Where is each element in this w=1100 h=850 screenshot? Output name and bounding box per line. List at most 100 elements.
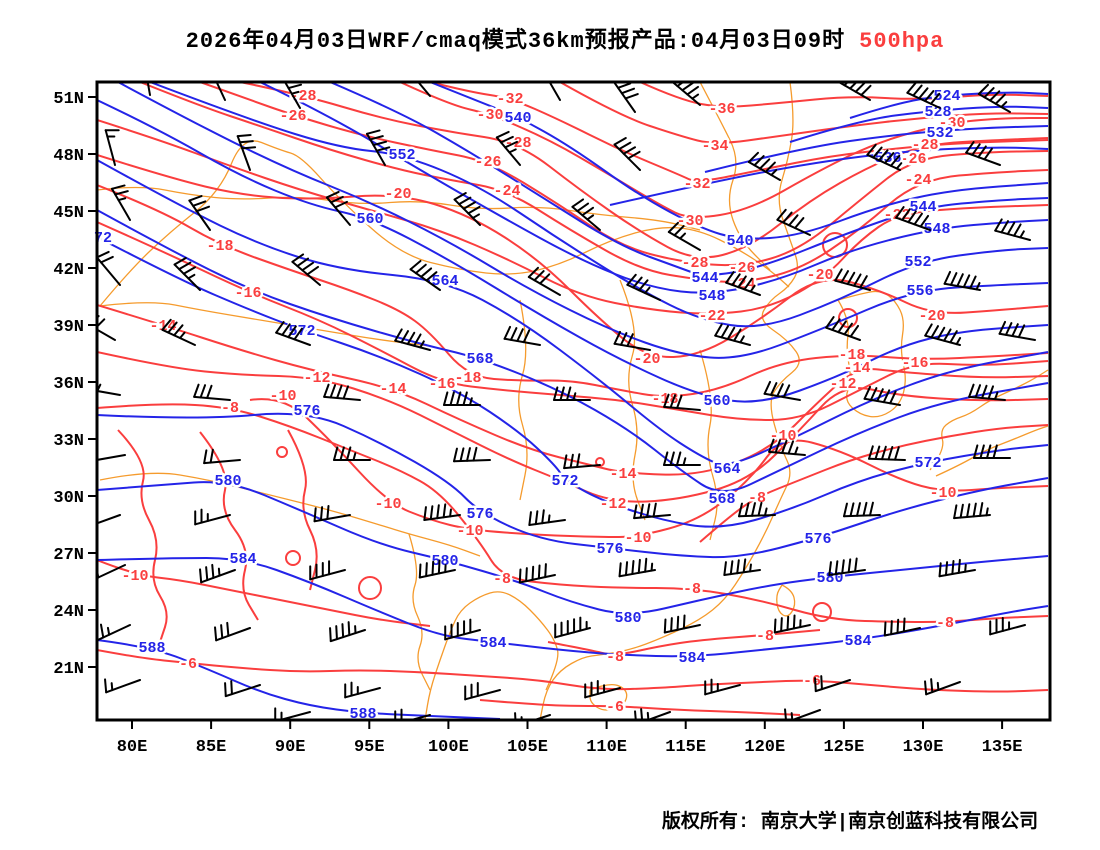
- temp-contour-line: [97, 304, 1049, 476]
- temp-contour-line: [139, 82, 1049, 283]
- temp-contour-line: [559, 82, 1049, 144]
- temp-contour-label: -10: [929, 485, 956, 502]
- height-contour-label: 540: [726, 233, 753, 250]
- temp-contour-line: [97, 119, 1049, 315]
- height-contour-label: 528: [924, 104, 951, 121]
- wind-barb: [464, 681, 501, 701]
- wind-barb: [146, 82, 151, 96]
- wind-barb: [97, 623, 131, 642]
- lat-tick-label: 48N: [53, 147, 84, 166]
- geo-border-line: [699, 349, 718, 541]
- wind-barb: [214, 621, 251, 642]
- temp-contour-line: [699, 424, 1049, 543]
- height-contour-label: 532: [926, 125, 953, 142]
- wind-barb: [224, 680, 261, 698]
- geo-border-line: [929, 369, 1049, 471]
- wind-barb: [977, 83, 1011, 113]
- lon-tick-label: 125E: [823, 738, 864, 757]
- temp-contour-label: -22: [698, 308, 725, 325]
- temp-contour-label: -14: [609, 466, 636, 483]
- wind-barb: [834, 268, 871, 291]
- wind-barb: [418, 559, 456, 579]
- wind-barb: [323, 383, 361, 401]
- lon-tick-label: 80E: [117, 738, 148, 757]
- temp-closed-cell: [812, 602, 832, 622]
- wind-barb: [329, 621, 366, 643]
- temp-contour-line: [97, 649, 1049, 693]
- lat-tick-label: 36N: [53, 375, 84, 394]
- wind-barb: [613, 82, 639, 113]
- wind-barb: [633, 502, 671, 520]
- wind-barb: [968, 383, 1006, 401]
- height-contour-line: [97, 159, 1049, 465]
- wind-barb: [906, 82, 941, 109]
- height-contour-label: 584: [678, 650, 705, 667]
- wind-barb: [275, 321, 311, 346]
- wind-barb: [409, 259, 441, 291]
- temp-contour-line: [249, 398, 1049, 538]
- wind-barb: [97, 377, 121, 396]
- wind-barb: [97, 514, 121, 525]
- wind-barb: [173, 257, 201, 291]
- wind-barb: [188, 195, 211, 231]
- temp-contour-label: -10: [121, 568, 148, 585]
- temp-contour-label: -20: [384, 186, 411, 203]
- wind-barb: [548, 82, 561, 101]
- temp-contour-label: -16: [428, 376, 455, 393]
- temp-contour-label: -28: [681, 255, 708, 272]
- wind-barb: [584, 679, 621, 699]
- wind-barb: [495, 130, 521, 166]
- wind-barb: [161, 318, 196, 346]
- wind-barb: [725, 271, 761, 296]
- lon-tick-label: 115E: [665, 738, 706, 757]
- temp-contour-label: -26: [279, 108, 306, 125]
- temp-contour-label: -8: [936, 615, 954, 632]
- temp-contour-label: -6: [803, 673, 821, 690]
- temp-contour-label: -12: [599, 496, 626, 513]
- map-frame: [95, 80, 1052, 722]
- temp-contour-label: -20: [633, 351, 660, 368]
- height-contour-line: [97, 557, 1049, 658]
- height-contour-label: 552: [388, 147, 415, 164]
- wind-barb: [663, 451, 701, 466]
- temp-contour-label: -32: [683, 176, 710, 193]
- temp-contour-label: -14: [379, 381, 406, 398]
- wind-barb: [111, 184, 131, 221]
- wind-barb: [528, 509, 566, 527]
- height-contour-line: [117, 82, 1049, 359]
- wind-barb: [394, 708, 431, 720]
- temp-contour-label: -26: [899, 151, 926, 168]
- temp-contour-label: -12: [829, 376, 856, 393]
- temp-contour-line: [97, 154, 1049, 359]
- wind-barb: [943, 270, 981, 291]
- height-contour-label: 556: [906, 283, 933, 300]
- wind-barb: [868, 445, 906, 461]
- wind-barb: [953, 502, 991, 520]
- wind-barb: [663, 393, 701, 411]
- height-contour-label: 572: [551, 473, 578, 490]
- plot-frame: [95, 80, 1052, 722]
- wind-barb: [738, 501, 776, 518]
- temp-contour-label: -10: [456, 523, 483, 540]
- height-contour-line: [97, 99, 1049, 403]
- wind-barb: [193, 383, 231, 401]
- wind-barb: [723, 558, 761, 577]
- wind-barb: [626, 273, 661, 301]
- temp-contour-label: -16: [234, 285, 261, 302]
- height-contour-label: 580: [431, 553, 458, 570]
- temp-contour-line: [287, 429, 318, 591]
- height-contour-label: 584: [479, 635, 506, 652]
- height-contour-label: 540: [504, 110, 531, 127]
- wind-barb: [704, 678, 741, 696]
- height-contour-line: [259, 82, 1049, 294]
- geo-border-line: [97, 186, 701, 231]
- wind-barb: [828, 557, 866, 577]
- wind-barb: [571, 198, 601, 231]
- lon-tick-label: 110E: [586, 738, 627, 757]
- lon-tick-label: 130E: [903, 738, 944, 757]
- temp-contour-label: -18: [838, 347, 865, 364]
- temp-contour-label: -10: [769, 428, 796, 445]
- wind-barb: [773, 614, 811, 634]
- wind-barb: [423, 503, 461, 522]
- wind-barb: [443, 391, 481, 406]
